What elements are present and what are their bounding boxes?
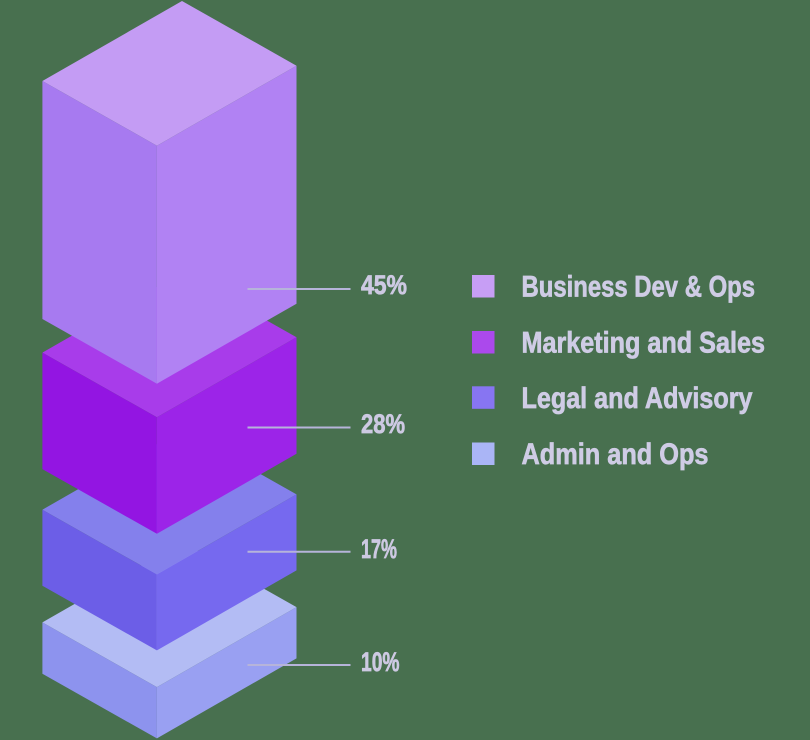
svg-text:45%: 45% <box>361 270 407 300</box>
svg-text:Admin and Ops: Admin and Ops <box>522 438 709 471</box>
svg-text:10%: 10% <box>361 647 400 677</box>
svg-text:Business Dev & Ops: Business Dev & Ops <box>522 271 756 304</box>
svg-text:Marketing and Sales: Marketing and Sales <box>522 327 766 360</box>
svg-text:Legal and Advisory: Legal and Advisory <box>522 382 753 415</box>
svg-text:28%: 28% <box>361 409 405 439</box>
svg-text:17%: 17% <box>361 534 397 564</box>
